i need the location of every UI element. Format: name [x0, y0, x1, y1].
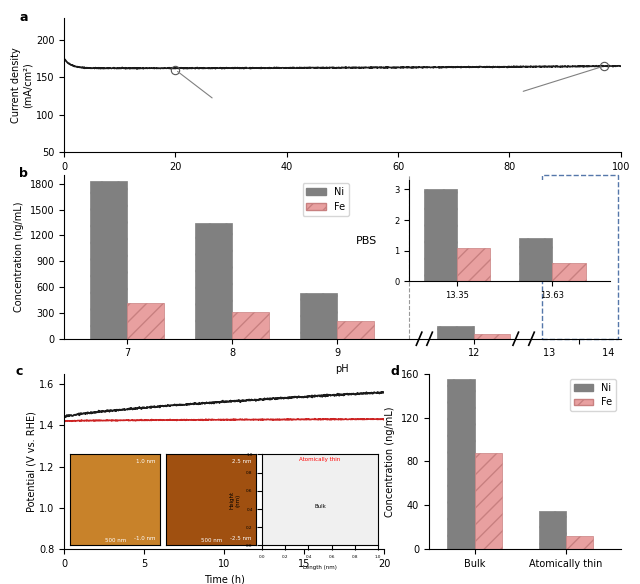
Bar [127, 303, 164, 339]
Text: a: a [19, 11, 28, 24]
Bar [90, 181, 127, 339]
Text: c: c [16, 365, 24, 378]
Bar [195, 224, 232, 339]
Bar [437, 326, 474, 339]
Bar [538, 510, 566, 549]
Legend: Ni, Fe: Ni, Fe [570, 378, 616, 411]
Bar [566, 536, 593, 549]
X-axis label: Time (h): Time (h) [322, 177, 363, 187]
Bar [474, 453, 502, 549]
Text: KOH: KOH [436, 236, 460, 246]
X-axis label: Time (h): Time (h) [204, 574, 244, 584]
Bar [232, 312, 269, 339]
Y-axis label: Potential (V vs. RHE): Potential (V vs. RHE) [26, 411, 36, 512]
Bar [447, 379, 474, 549]
Legend: Ni, Fe: Ni, Fe [303, 183, 349, 216]
Text: d: d [390, 365, 399, 378]
X-axis label: pH: pH [335, 364, 349, 374]
Y-axis label: Concentration (ng/mL): Concentration (ng/mL) [385, 406, 395, 517]
Bar [337, 321, 374, 339]
Text: b: b [19, 167, 28, 180]
Y-axis label: Current density
(mA/cm²): Current density (mA/cm²) [12, 47, 33, 123]
Bar [474, 333, 511, 339]
Y-axis label: Concentration (ng/mL): Concentration (ng/mL) [14, 201, 24, 312]
Bar [300, 293, 337, 339]
Text: PBS: PBS [356, 236, 377, 246]
